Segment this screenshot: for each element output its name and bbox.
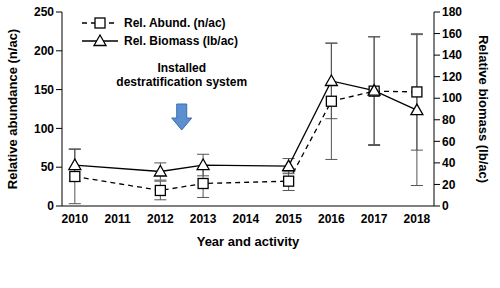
svg-text:0: 0 bbox=[442, 199, 449, 213]
svg-text:140: 140 bbox=[442, 48, 462, 62]
svg-text:160: 160 bbox=[442, 27, 462, 41]
svg-text:50: 50 bbox=[41, 160, 55, 174]
svg-text:2015: 2015 bbox=[275, 212, 302, 226]
svg-text:250: 250 bbox=[34, 5, 54, 19]
svg-text:Installeddestratification syst: Installeddestratification system bbox=[116, 61, 247, 89]
svg-text:60: 60 bbox=[442, 135, 456, 149]
svg-text:20: 20 bbox=[442, 178, 456, 192]
svg-text:2014: 2014 bbox=[233, 212, 260, 226]
svg-text:40: 40 bbox=[442, 156, 456, 170]
svg-text:120: 120 bbox=[442, 70, 462, 84]
svg-text:2018: 2018 bbox=[404, 212, 431, 226]
svg-text:2013: 2013 bbox=[190, 212, 217, 226]
html-text:Rel. Biomass (lb/ac): Rel. Biomass (lb/ac) bbox=[124, 34, 238, 48]
svg-text:Relative abundance (n/ac): Relative abundance (n/ac) bbox=[8, 29, 20, 189]
svg-text:2012: 2012 bbox=[147, 212, 174, 226]
svg-text:2017: 2017 bbox=[361, 212, 388, 226]
svg-text:Relative biomass (lb/ac): Relative biomass (lb/ac) bbox=[476, 35, 491, 183]
svg-text:100: 100 bbox=[442, 91, 462, 105]
svg-text:2016: 2016 bbox=[318, 212, 345, 226]
svg-text:80: 80 bbox=[442, 113, 456, 127]
svg-text:100: 100 bbox=[34, 122, 54, 136]
svg-text:2011: 2011 bbox=[105, 212, 131, 226]
svg-text:180: 180 bbox=[442, 5, 462, 19]
svg-text:Year and activity: Year and activity bbox=[197, 234, 300, 249]
svg-text:2010: 2010 bbox=[61, 212, 88, 226]
html-text:Rel. Abund. (n/ac): Rel. Abund. (n/ac) bbox=[124, 16, 226, 30]
svg-text:200: 200 bbox=[34, 44, 54, 58]
svg-text:0: 0 bbox=[47, 199, 54, 213]
svg-text:150: 150 bbox=[34, 83, 54, 97]
